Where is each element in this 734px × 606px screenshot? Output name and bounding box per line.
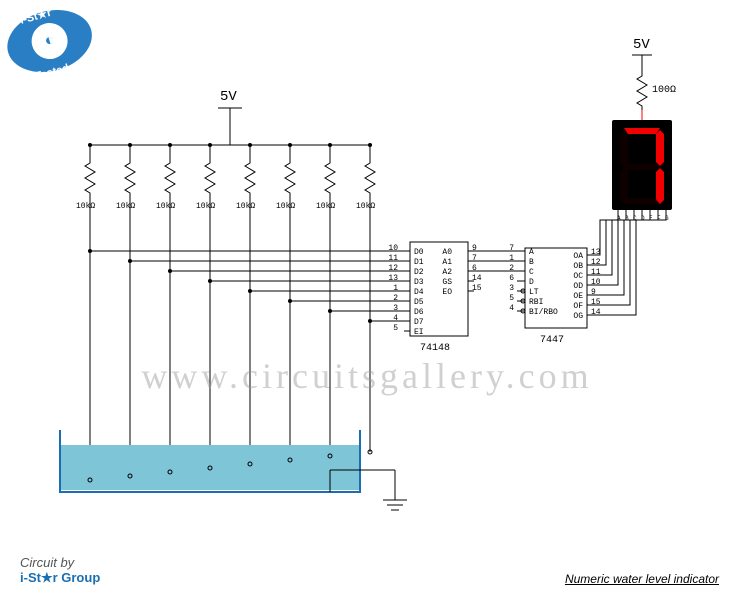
svg-text:A2: A2 <box>442 268 452 277</box>
footer-title: Numeric water level indicator <box>565 572 719 586</box>
svg-text:OG: OG <box>573 312 583 321</box>
svg-text:EI: EI <box>414 328 424 337</box>
svg-text:D0: D0 <box>414 248 424 257</box>
svg-text:10: 10 <box>591 278 601 287</box>
svg-text:10kΩ: 10kΩ <box>276 202 295 211</box>
svg-text:D3: D3 <box>414 278 424 287</box>
led-resistor-label: 100Ω <box>652 85 676 96</box>
svg-text:5: 5 <box>393 324 398 333</box>
svg-text:10kΩ: 10kΩ <box>316 202 335 211</box>
svg-text:6: 6 <box>472 264 477 273</box>
svg-text:4: 4 <box>509 304 514 313</box>
svg-text:14: 14 <box>591 308 601 317</box>
svg-text:10kΩ: 10kΩ <box>236 202 255 211</box>
svg-text:A0: A0 <box>442 248 452 257</box>
probe-wires <box>88 218 410 480</box>
ic-74148: D0 10 D1 11 D2 12 D3 13 D4 1 D5 2 D6 3 D7 4 EI 5 A0 9 A1 7 A2… <box>388 242 481 354</box>
svg-text:D5: D5 <box>414 298 424 307</box>
schematic-canvas: 5V 10kΩ 10kΩ 10kΩ 10kΩ 10kΩ 10kΩ 10kΩ 10kΩ D0 10… <box>0 0 734 601</box>
footer-logo: Circuit by i-St★r Group <box>20 555 100 586</box>
svg-text:2: 2 <box>393 294 398 303</box>
svg-text:10kΩ: 10kΩ <box>76 202 95 211</box>
svg-text:10kΩ: 10kΩ <box>156 202 175 211</box>
display-supply: 5V 100Ω <box>632 37 676 120</box>
svg-text:RBI: RBI <box>529 298 543 307</box>
svg-text:12: 12 <box>388 264 398 273</box>
ic-7447: A 7 B 1 C 2 D 6 LT 3 RBI 5 BI/RBO 4 OA 13 OB 12 OC 11 OD 10 O… <box>509 244 601 346</box>
svg-text:BI/RBO: BI/RBO <box>529 308 558 317</box>
svg-text:3: 3 <box>509 284 514 293</box>
svg-text:10kΩ: 10kΩ <box>116 202 135 211</box>
svg-text:13: 13 <box>388 274 398 283</box>
svg-text:9: 9 <box>591 288 596 297</box>
svg-text:11: 11 <box>388 254 398 263</box>
svg-text:LT: LT <box>529 288 539 297</box>
supply-left: 5V <box>218 89 242 145</box>
ic-74148-label: 74148 <box>420 343 450 354</box>
water-tank <box>60 430 407 510</box>
svg-text:4: 4 <box>393 314 398 323</box>
svg-text:D: D <box>529 278 534 287</box>
pullup-resistor-bank: 10kΩ 10kΩ 10kΩ 10kΩ 10kΩ 10kΩ 10kΩ 10kΩ <box>76 143 375 218</box>
svg-text:11: 11 <box>591 268 601 277</box>
svg-text:A: A <box>529 248 534 257</box>
footer-by: Circuit by <box>20 555 100 570</box>
svg-text:OE: OE <box>573 292 583 301</box>
svg-text:14: 14 <box>472 274 482 283</box>
svg-text:OC: OC <box>573 272 583 281</box>
svg-text:3: 3 <box>393 304 398 313</box>
svg-text:EO: EO <box>442 288 452 297</box>
svg-text:15: 15 <box>472 284 482 293</box>
svg-text:10kΩ: 10kΩ <box>356 202 375 211</box>
svg-text:OA: OA <box>573 252 583 261</box>
svg-text:5: 5 <box>509 294 514 303</box>
svg-text:1: 1 <box>509 254 514 263</box>
svg-text:GS: GS <box>442 278 452 287</box>
svg-text:7: 7 <box>472 254 477 263</box>
svg-text:D2: D2 <box>414 268 424 277</box>
svg-text:1: 1 <box>393 284 398 293</box>
footer-group: i-St★r Group <box>20 570 100 585</box>
svg-text:10kΩ: 10kΩ <box>196 202 215 211</box>
svg-text:OB: OB <box>573 262 583 271</box>
svg-text:C: C <box>529 268 534 277</box>
svg-text:10: 10 <box>388 244 398 253</box>
seven-segment-display: CA ABCDEFG <box>612 120 672 222</box>
svg-text:D4: D4 <box>414 288 424 297</box>
svg-text:9: 9 <box>472 244 477 253</box>
svg-text:12: 12 <box>591 258 601 267</box>
svg-text:OF: OF <box>573 302 583 311</box>
svg-text:15: 15 <box>591 298 601 307</box>
badge-glyph: ◐ <box>28 19 72 63</box>
svg-text:A1: A1 <box>442 258 452 267</box>
svg-text:D6: D6 <box>414 308 424 317</box>
svg-text:D7: D7 <box>414 318 424 327</box>
svg-text:OD: OD <box>573 282 583 291</box>
display-ca-label: CA <box>615 123 623 130</box>
svg-text:7: 7 <box>509 244 514 253</box>
supply-right-label: 5V <box>633 37 650 53</box>
svg-text:6: 6 <box>509 274 514 283</box>
svg-text:13: 13 <box>591 248 601 257</box>
svg-text:D1: D1 <box>414 258 424 267</box>
supply-left-label: 5V <box>220 89 237 105</box>
segment-wires <box>595 210 666 315</box>
ic-7447-label: 7447 <box>540 335 564 346</box>
svg-text:B: B <box>529 258 534 267</box>
svg-text:2: 2 <box>509 264 514 273</box>
